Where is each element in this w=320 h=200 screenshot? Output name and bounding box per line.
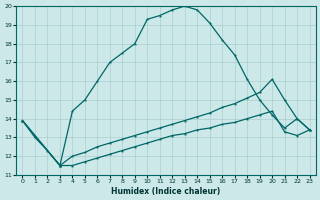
X-axis label: Humidex (Indice chaleur): Humidex (Indice chaleur) — [111, 187, 221, 196]
